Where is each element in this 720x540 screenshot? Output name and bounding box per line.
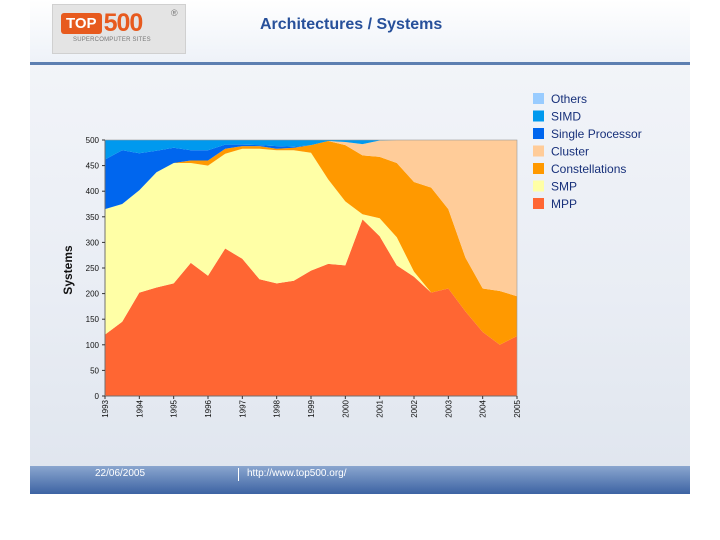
legend-label-smp: SMP xyxy=(551,180,577,194)
y-tick-label: 300 xyxy=(86,238,100,247)
y-tick-label: 200 xyxy=(86,290,100,299)
legend-swatch-smp xyxy=(533,180,544,192)
y-tick-label: 250 xyxy=(86,264,100,273)
legend-label-others: Others xyxy=(551,92,587,106)
x-tick-label: 1996 xyxy=(204,399,213,417)
area-smp xyxy=(105,148,517,345)
header-bar: TOP 500 ® SUPERCOMPUTER SITES Architectu… xyxy=(30,0,690,65)
y-tick-label: 150 xyxy=(86,315,100,324)
x-tick-label: 1993 xyxy=(101,399,110,417)
legend-label-simd: SIMD xyxy=(551,110,581,124)
x-tick-label: 1997 xyxy=(238,399,247,417)
x-tick-label: 2004 xyxy=(479,399,488,417)
x-tick-label: 2000 xyxy=(341,399,350,417)
legend-label-constellations: Constellations xyxy=(551,162,626,176)
x-tick-label: 1999 xyxy=(307,399,316,417)
x-tick-label: 1994 xyxy=(135,399,144,417)
y-tick-label: 400 xyxy=(86,187,100,196)
x-tick-label: 2003 xyxy=(444,399,453,417)
x-tick-label: 2002 xyxy=(410,399,419,417)
y-tick-label: 350 xyxy=(86,213,100,222)
logo-subtitle: SUPERCOMPUTER SITES xyxy=(73,37,151,43)
logo-wordmark: TOP 500 xyxy=(61,8,144,37)
y-tick-label: 500 xyxy=(86,136,100,145)
footer-divider xyxy=(238,468,239,481)
axes: 0 50 100 150 200 250 300 350 400 450 500 1993 1994 19… xyxy=(86,136,522,418)
slide-title: Architectures / Systems xyxy=(260,16,443,33)
y-tick-label: 50 xyxy=(90,366,99,375)
logo-500: 500 xyxy=(103,8,144,37)
area-cluster xyxy=(105,140,517,297)
footer-bar: 22/06/2005 http://www.top500.org/ xyxy=(30,466,690,494)
logo-registered-mark: ® xyxy=(171,8,178,18)
legend: Others SIMD Single Processor Cluster Constel… xyxy=(533,92,642,211)
legend-label-single-processor: Single Processor xyxy=(551,127,642,141)
footer-url[interactable]: http://www.top500.org/ xyxy=(247,468,347,479)
x-tick-label: 2001 xyxy=(376,399,385,417)
legend-swatch-constellations xyxy=(533,163,544,174)
legend-swatch-mpp xyxy=(533,198,544,209)
area-constellations xyxy=(105,141,517,345)
y-tick-label: 100 xyxy=(86,341,100,350)
legend-swatch-simd xyxy=(533,110,544,122)
legend-swatch-cluster xyxy=(533,145,544,157)
y-tick-label: 0 xyxy=(95,392,100,401)
footer-date: 22/06/2005 xyxy=(95,468,146,479)
x-tick-label: 1998 xyxy=(273,399,282,417)
logo-top: TOP xyxy=(61,12,102,34)
area-simd xyxy=(105,140,517,160)
x-tick-label: 2005 xyxy=(513,399,522,417)
top500-logo: TOP 500 ® SUPERCOMPUTER SITES xyxy=(52,4,186,54)
x-tick-label: 1995 xyxy=(170,399,179,417)
area-layers xyxy=(105,140,517,396)
y-axis-label: Systems xyxy=(61,245,75,295)
area-single-processor xyxy=(105,140,517,210)
legend-label-mpp: MPP xyxy=(551,197,577,211)
legend-swatch-others xyxy=(533,93,544,104)
legend-label-cluster: Cluster xyxy=(551,145,589,159)
legend-swatch-single-processor xyxy=(533,128,544,139)
area-mpp xyxy=(105,219,517,396)
y-tick-label: 450 xyxy=(86,162,100,171)
